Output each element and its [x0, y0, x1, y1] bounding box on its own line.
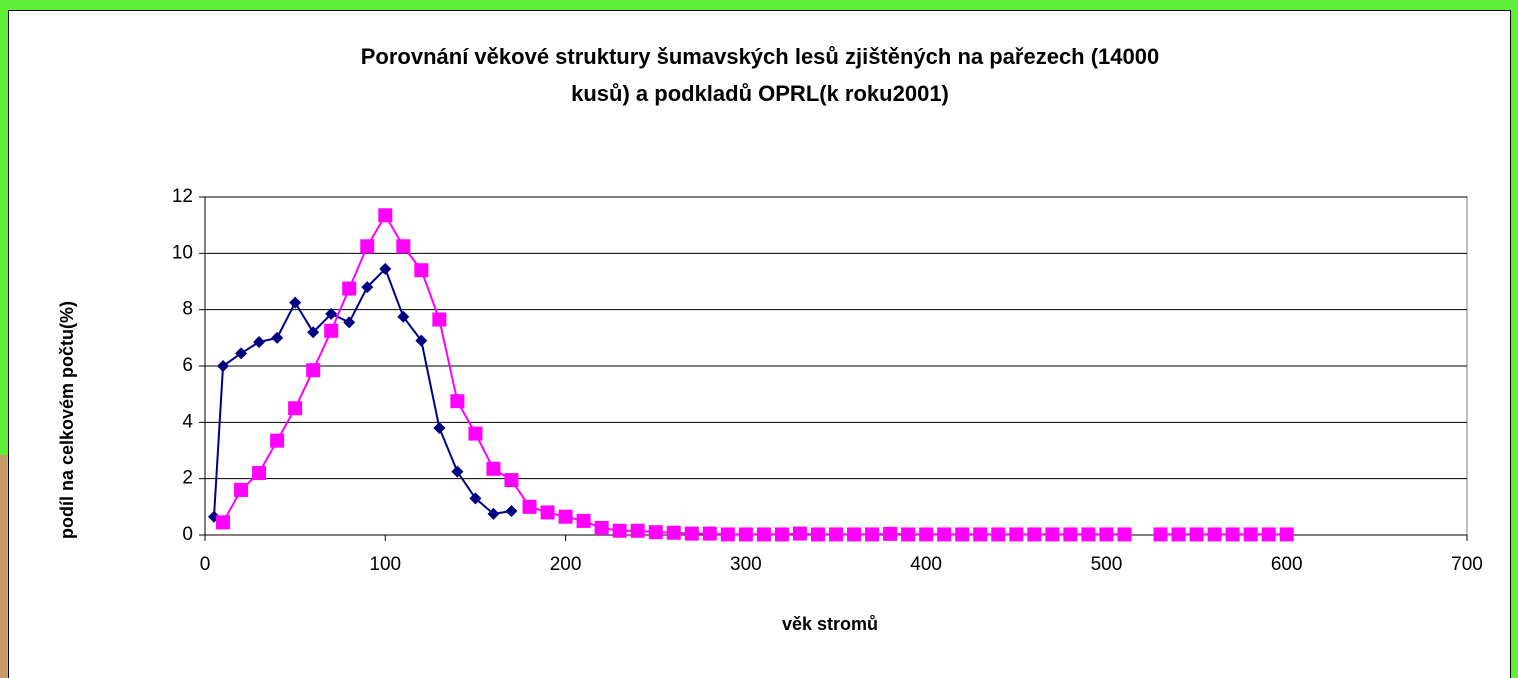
marker	[1009, 527, 1024, 542]
marker	[415, 334, 428, 347]
marker	[666, 525, 681, 540]
chart-area	[8, 10, 1511, 678]
marker	[306, 363, 321, 378]
marker	[288, 401, 303, 416]
marker	[955, 527, 970, 542]
marker	[1027, 527, 1042, 542]
marker	[865, 527, 880, 542]
marker	[433, 421, 446, 434]
x-tick-label: 0	[200, 554, 211, 575]
chart-title: kusů) a podkladů OPRL(k roku2001)	[571, 81, 949, 106]
y-axis-label: podíl na celkovém počtu(%)	[57, 301, 77, 539]
marker	[1153, 527, 1168, 542]
y-tick-label: 2	[182, 468, 193, 489]
marker	[487, 507, 500, 520]
marker	[271, 331, 284, 344]
marker	[378, 208, 393, 223]
x-tick-label: 700	[1451, 554, 1483, 575]
marker	[235, 347, 248, 360]
marker	[991, 527, 1006, 542]
marker	[253, 336, 266, 349]
marker	[270, 433, 285, 448]
marker	[738, 527, 753, 542]
marker	[937, 527, 952, 542]
marker	[379, 262, 392, 275]
marker	[342, 281, 357, 296]
x-tick-label: 100	[369, 554, 401, 575]
marker	[1063, 527, 1078, 542]
marker	[684, 526, 699, 541]
marker	[756, 527, 771, 542]
y-tick-label: 12	[172, 186, 193, 207]
marker	[540, 505, 555, 520]
y-tick-label: 6	[182, 355, 193, 376]
marker	[396, 239, 411, 254]
x-tick-label: 300	[730, 554, 762, 575]
marker	[558, 509, 573, 524]
marker	[216, 515, 231, 530]
marker	[810, 527, 825, 542]
marker	[1171, 527, 1186, 542]
marker	[1045, 527, 1060, 542]
marker	[648, 525, 663, 540]
chart-title: Porovnání věkové struktury šumavských le…	[361, 44, 1159, 69]
x-tick-label: 600	[1271, 554, 1303, 575]
y-tick-label: 8	[182, 299, 193, 320]
marker	[1225, 527, 1240, 542]
marker	[1207, 527, 1222, 542]
marker	[307, 326, 320, 339]
marker	[973, 527, 988, 542]
marker	[1117, 527, 1132, 542]
marker	[343, 316, 356, 329]
side-strip	[0, 455, 7, 678]
marker	[468, 426, 483, 441]
marker	[792, 526, 807, 541]
marker	[1243, 527, 1258, 542]
y-tick-label: 4	[182, 411, 193, 432]
marker	[450, 394, 465, 409]
marker	[612, 523, 627, 538]
marker	[630, 523, 645, 538]
marker	[432, 312, 447, 327]
marker	[486, 461, 501, 476]
marker	[414, 263, 429, 278]
marker	[1279, 527, 1294, 542]
marker	[594, 520, 609, 535]
x-tick-label: 500	[1091, 554, 1123, 575]
x-tick-label: 200	[550, 554, 582, 575]
marker	[361, 281, 374, 294]
marker	[702, 526, 717, 541]
marker	[289, 296, 302, 309]
marker	[720, 527, 735, 542]
marker	[1189, 527, 1204, 542]
marker	[504, 473, 519, 488]
marker	[360, 239, 375, 254]
marker	[1099, 527, 1114, 542]
marker	[325, 307, 338, 320]
marker	[919, 527, 934, 542]
y-tick-label: 0	[182, 524, 193, 545]
marker	[217, 360, 230, 372]
marker	[252, 466, 267, 481]
marker	[847, 527, 862, 542]
x-tick-label: 400	[910, 554, 942, 575]
marker	[522, 499, 537, 514]
marker	[901, 527, 916, 542]
marker	[469, 492, 482, 505]
marker	[397, 310, 410, 323]
marker	[324, 323, 339, 338]
y-tick-label: 10	[172, 242, 193, 263]
marker	[234, 482, 249, 497]
marker	[774, 527, 789, 542]
x-axis-label: věk stromů	[782, 614, 878, 634]
marker	[505, 505, 518, 518]
marker	[576, 513, 591, 528]
marker	[1261, 527, 1276, 542]
marker	[451, 465, 464, 478]
marker	[883, 526, 898, 541]
marker	[1081, 527, 1096, 542]
marker	[829, 527, 843, 542]
